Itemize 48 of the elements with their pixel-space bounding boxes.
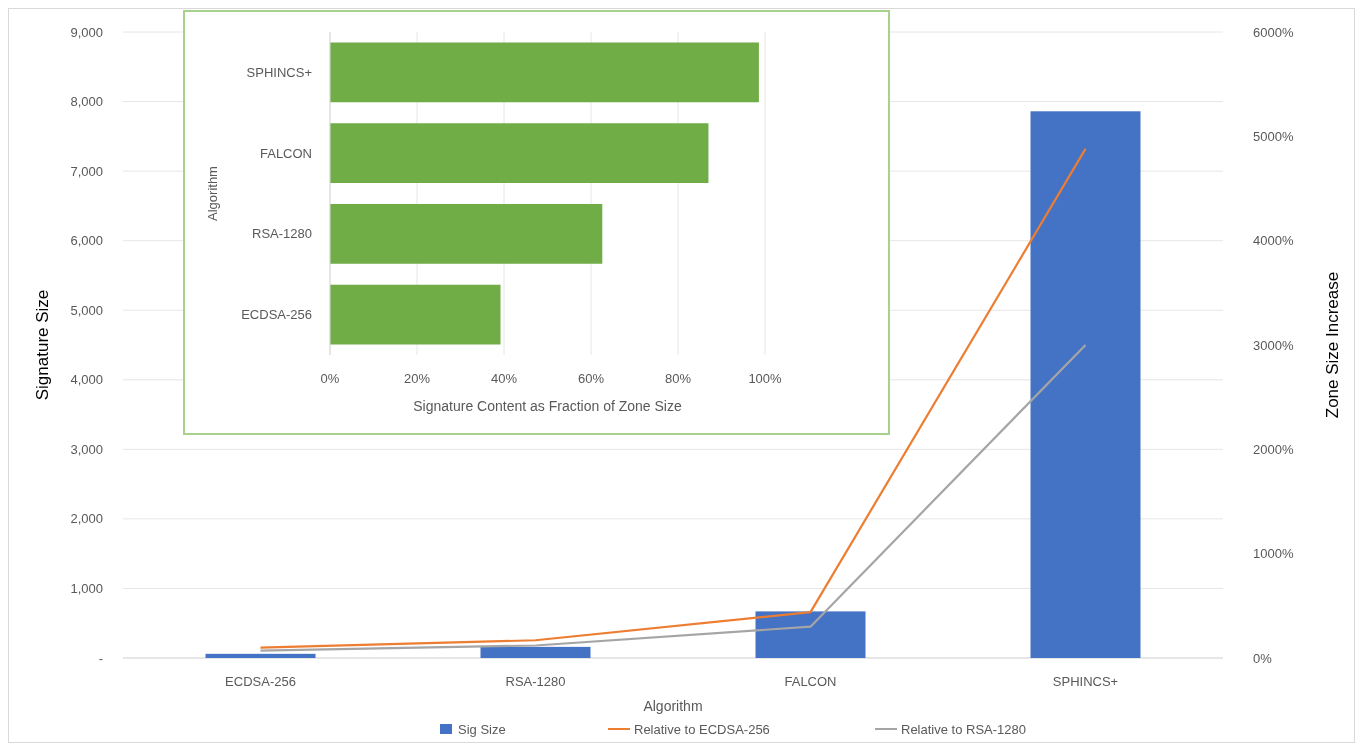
bar — [330, 284, 501, 345]
y-tick-label: 6,000 — [70, 233, 103, 249]
y-tick-label: 5,000 — [70, 302, 103, 318]
y-tick-label: 1,000 — [70, 580, 103, 596]
y2-tick-label: 2000% — [1253, 441, 1294, 457]
line-series — [259, 343, 1087, 652]
y-axis-title: Algorithm — [205, 166, 220, 221]
y-tick-label: 2,000 — [70, 511, 103, 527]
y2-tick-label: 6000% — [1253, 24, 1294, 40]
y-axis-title: Signature Size — [33, 289, 52, 401]
y2-tick-label: 0% — [1253, 650, 1273, 666]
bar — [755, 611, 866, 658]
y2-axis-title: Zone Size Increase — [1323, 271, 1342, 419]
y2-tick-label: 3000% — [1253, 337, 1294, 353]
y-tick-label: 4,000 — [70, 372, 103, 388]
x-tick-label: FALCON — [784, 674, 837, 689]
y-tick-label: 9,000 — [70, 24, 103, 40]
y-tick-label: 8,000 — [70, 94, 103, 110]
bar — [330, 42, 759, 103]
bar — [480, 646, 591, 658]
bar — [330, 204, 603, 264]
x-tick-label: 100% — [748, 371, 783, 386]
y-tick-label: 7,000 — [70, 163, 103, 179]
y2-tick-label: 5000% — [1253, 128, 1294, 144]
y-tick-label: 3,000 — [70, 441, 103, 457]
bar — [1030, 111, 1141, 658]
bar — [205, 653, 316, 658]
y-tick-label: ECDSA-256 — [241, 307, 312, 323]
x-tick-label: RSA-1280 — [505, 674, 566, 689]
x-axis-title: Algorithm — [643, 698, 703, 714]
x-tick-label: 60% — [577, 371, 605, 386]
legend-label: Sig Size — [458, 722, 506, 737]
y-tick-label: SPHINCS+ — [246, 64, 312, 80]
x-tick-label: 0% — [320, 371, 340, 386]
y2-tick-label: 4000% — [1253, 233, 1294, 249]
x-axis-title: Signature Content as Fraction of Zone Size — [413, 398, 682, 414]
y-tick-label: FALCON — [259, 145, 312, 161]
y-tick-label: - — [98, 650, 103, 666]
x-tick-label: SPHINCS+ — [1052, 674, 1119, 689]
legend-label: Relative to ECDSA-256 — [634, 722, 770, 737]
y2-tick-label: 1000% — [1253, 546, 1294, 562]
bar — [330, 123, 709, 183]
x-tick-label: 40% — [490, 371, 518, 386]
legend-label: Relative to RSA-1280 — [901, 722, 1027, 737]
x-tick-label: ECDSA-256 — [225, 674, 296, 689]
x-tick-label: 80% — [664, 371, 692, 386]
y-tick-label: RSA-1280 — [252, 226, 312, 242]
x-tick-label: 20% — [403, 371, 431, 386]
